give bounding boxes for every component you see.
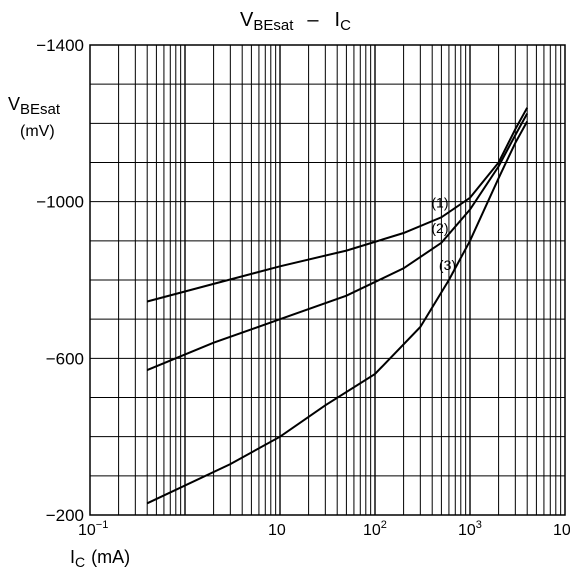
series-layer: (1) (2) (3) — [146, 107, 529, 505]
y-axis-unit: (mV) — [20, 123, 55, 140]
y-tick-label: −600 — [46, 349, 84, 368]
title-var: I — [335, 9, 341, 31]
y-tick-label: −1400 — [36, 36, 84, 55]
x-tick-label: 10−1 — [78, 519, 108, 539]
grid — [90, 45, 565, 515]
x-tick-label: 103 — [458, 519, 482, 539]
series-label-1: (1) — [431, 194, 448, 210]
title-var-sub: C — [340, 17, 351, 34]
x-tick-labels: 10−1 10 102 103 104 — [78, 519, 570, 539]
title-main: V — [240, 9, 254, 31]
y-label-main: V — [8, 94, 20, 114]
chart-title: VBEsat – IC — [240, 9, 351, 34]
x-tick-label: 104 — [553, 519, 570, 539]
series-line-2 — [146, 113, 529, 372]
y-tick-labels: −1400 −1000 −600 −200 — [36, 36, 84, 525]
y-label-sub: BEsat — [20, 101, 61, 118]
series-label-2: (2) — [431, 220, 448, 236]
series-line-3 — [146, 120, 529, 505]
y-tick-label: −200 — [46, 506, 84, 525]
x-tick-label: 102 — [363, 519, 387, 539]
grid-horizontal — [90, 83, 565, 477]
title-dash: – — [307, 9, 319, 31]
series-line-1 — [146, 107, 529, 303]
y-axis-label: VBEsat — [8, 94, 61, 118]
x-tick-label: 10 — [268, 522, 286, 539]
x-label-unit: (mA) — [91, 547, 130, 567]
series-label-3: (3) — [439, 257, 456, 273]
y-tick-label: −1000 — [36, 193, 84, 212]
title-main-sub: BEsat — [253, 17, 294, 34]
x-label-sub: C — [75, 554, 85, 570]
plot-frame — [89, 44, 566, 516]
x-label-main: I — [70, 547, 75, 567]
x-axis-label: IC (mA) — [70, 547, 130, 570]
